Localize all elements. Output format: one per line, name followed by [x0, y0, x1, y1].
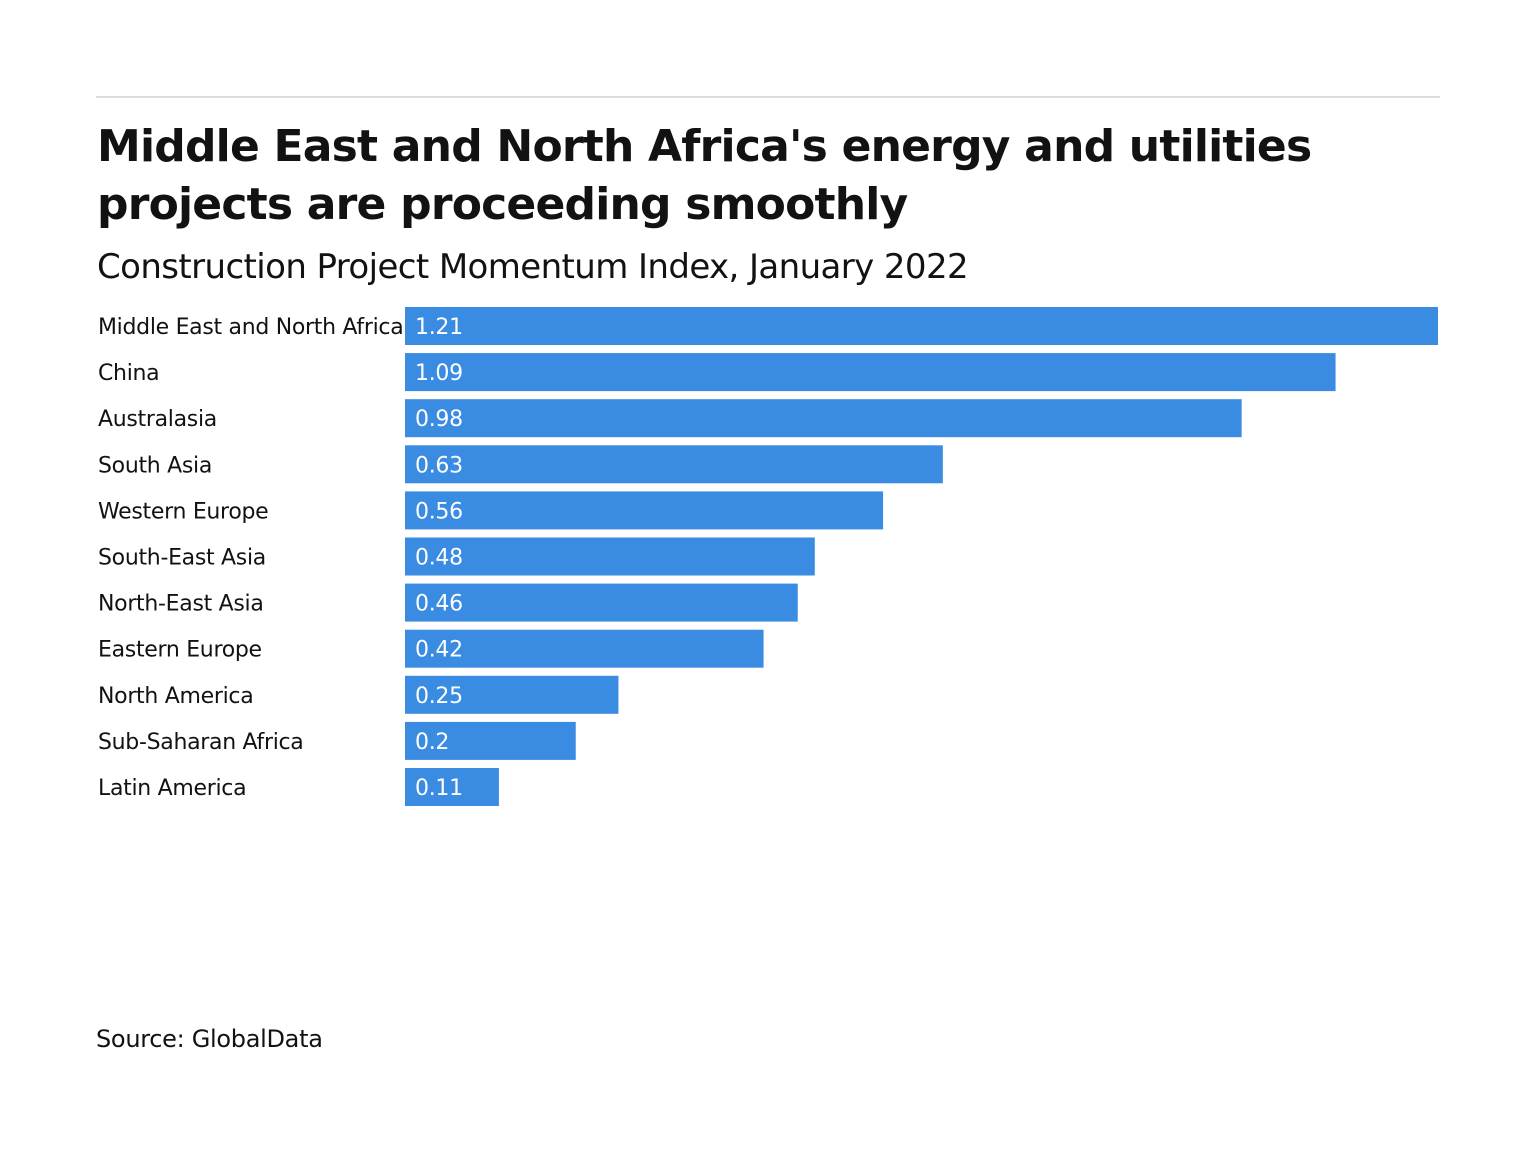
category-label: Western Europe: [98, 499, 268, 524]
top-divider: [96, 96, 1440, 98]
chart-title: Middle East and North Africa's energy an…: [97, 121, 1312, 230]
bar: [405, 768, 499, 806]
bar-group-latin-america: Latin America 0.11: [98, 768, 499, 806]
bar: [405, 491, 884, 530]
category-label: Australasia: [98, 407, 217, 432]
source-note: Source: GlobalData: [96, 1025, 323, 1053]
bar: [405, 721, 576, 760]
bar: [405, 583, 798, 622]
bar-group-south-asia: South Asia 0.63: [98, 445, 943, 484]
value-label: 0.56: [415, 499, 463, 524]
bar-group-north-america: North America 0.25: [98, 675, 619, 714]
bar-group-western-europe: Western Europe 0.56: [98, 491, 884, 530]
category-label: Sub-Saharan Africa: [98, 730, 304, 755]
bar-group-sub-saharan-africa: Sub-Saharan Africa 0.2: [98, 721, 576, 760]
chart-subtitle: Construction Project Momentum Index, Jan…: [97, 247, 969, 287]
bar: [405, 445, 943, 484]
bar-group-middle-east-and-north-africa: Middle East and North Africa 1.21: [98, 307, 1438, 345]
value-label: 0.48: [415, 546, 463, 571]
category-label: North-East Asia: [98, 592, 264, 617]
bar-group-australasia: Australasia 0.98: [98, 399, 1242, 438]
value-label: 0.98: [415, 407, 463, 432]
value-label: 1.21: [415, 315, 463, 340]
category-label: Middle East and North Africa: [98, 315, 403, 340]
value-label: 1.09: [415, 361, 463, 386]
bar: [405, 399, 1242, 438]
bar-group-south-east-asia: South-East Asia 0.48: [98, 537, 815, 576]
category-label: Latin America: [98, 776, 246, 801]
category-label: Eastern Europe: [98, 638, 262, 663]
bar: [405, 629, 764, 668]
bar-group-eastern-europe: Eastern Europe 0.42: [98, 629, 764, 668]
bar: [405, 675, 619, 714]
bar-group-china: China 1.09: [98, 353, 1336, 392]
bar: [405, 353, 1336, 392]
category-label: North America: [98, 684, 253, 709]
value-label: 0.2: [415, 730, 449, 755]
value-label: 0.46: [415, 592, 463, 617]
category-label: China: [98, 361, 159, 386]
value-label: 0.42: [415, 638, 463, 663]
bar: [405, 307, 1438, 345]
category-label: South-East Asia: [98, 546, 266, 571]
category-label: South Asia: [98, 453, 212, 478]
value-label: 0.11: [415, 776, 463, 801]
value-label: 0.63: [415, 453, 463, 478]
bar: [405, 537, 815, 576]
bar-group-north-east-asia: North-East Asia 0.46: [98, 583, 798, 622]
value-label: 0.25: [415, 684, 463, 709]
